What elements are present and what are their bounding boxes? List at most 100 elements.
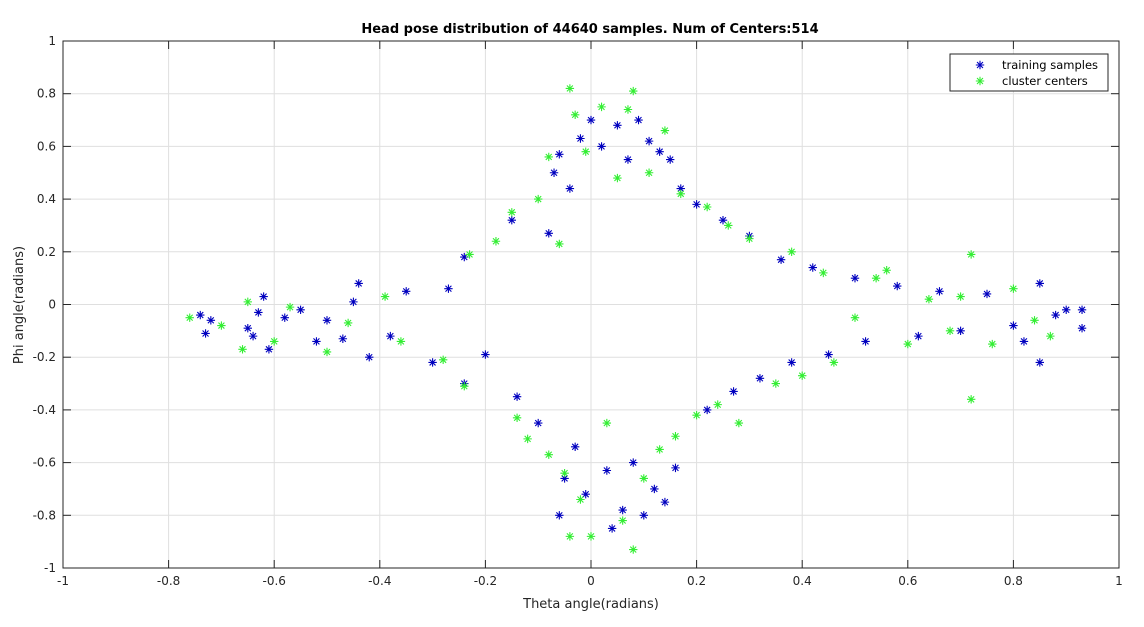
data-point xyxy=(576,134,585,143)
data-point xyxy=(829,358,839,367)
x-tick-label: -0.2 xyxy=(474,574,497,588)
data-point xyxy=(1077,305,1087,314)
x-tick-label: 0.2 xyxy=(687,574,706,588)
data-point xyxy=(935,287,944,296)
data-point xyxy=(629,458,638,467)
data-point xyxy=(655,445,664,454)
data-point xyxy=(808,263,817,272)
data-point xyxy=(623,155,633,164)
data-point xyxy=(676,189,685,199)
data-point xyxy=(729,387,738,396)
data-point xyxy=(544,450,553,459)
data-point xyxy=(396,337,406,346)
data-point xyxy=(565,532,575,541)
data-point xyxy=(798,371,807,380)
data-point xyxy=(966,395,976,404)
data-point xyxy=(1009,321,1018,330)
data-point xyxy=(629,545,638,554)
data-point xyxy=(692,200,701,209)
data-point xyxy=(607,524,617,533)
y-axis-label: Phi angle(radians) xyxy=(12,246,27,364)
data-point xyxy=(644,168,654,177)
data-point xyxy=(871,273,881,283)
data-point xyxy=(850,273,860,283)
data-point xyxy=(639,474,648,483)
data-point xyxy=(460,252,469,262)
data-point xyxy=(629,86,638,96)
data-point xyxy=(718,215,728,225)
legend-label: training samples xyxy=(1002,58,1098,72)
data-point xyxy=(1046,331,1055,341)
data-point xyxy=(243,324,252,333)
data-point xyxy=(349,297,358,307)
data-point xyxy=(586,532,596,541)
data-point xyxy=(264,345,274,354)
data-point xyxy=(1077,324,1087,333)
data-point xyxy=(555,239,564,249)
data-point xyxy=(1062,305,1071,314)
data-point xyxy=(322,347,332,357)
data-point xyxy=(322,316,332,325)
data-point xyxy=(924,295,934,304)
x-tick-label: 1 xyxy=(1115,574,1123,588)
data-point xyxy=(581,490,590,499)
data-point xyxy=(787,358,796,367)
data-point xyxy=(966,250,976,259)
data-point xyxy=(512,413,522,423)
data-point xyxy=(196,310,205,320)
data-point xyxy=(254,308,263,317)
data-point xyxy=(1009,284,1018,293)
data-point xyxy=(639,511,648,520)
data-point xyxy=(1030,316,1039,325)
data-point xyxy=(1035,358,1044,367)
data-point xyxy=(1035,279,1044,288)
legend: training samples cluster centers xyxy=(949,53,1109,92)
data-point xyxy=(692,410,701,420)
data-point xyxy=(217,321,226,330)
data-point xyxy=(270,337,279,346)
x-tick-label: 0.6 xyxy=(898,574,917,588)
data-point xyxy=(613,121,622,130)
data-point xyxy=(618,516,627,525)
data-point xyxy=(956,292,965,301)
data-point xyxy=(655,147,664,156)
series-cluster-centers xyxy=(185,84,1055,554)
chart-title: Head pose distribution of 44640 samples.… xyxy=(361,22,818,37)
data-point xyxy=(201,329,210,338)
data-point xyxy=(565,84,575,93)
legend-marker xyxy=(975,60,985,70)
data-point xyxy=(560,468,569,478)
data-point xyxy=(544,152,553,162)
data-point xyxy=(903,339,912,349)
data-point xyxy=(660,497,670,507)
data-point xyxy=(613,173,622,183)
data-point xyxy=(285,302,295,312)
data-point xyxy=(570,110,580,119)
data-point xyxy=(380,292,390,301)
y-tick-label: 0.8 xyxy=(37,87,56,101)
data-point xyxy=(988,339,997,349)
x-tick-label: 0.4 xyxy=(793,574,812,588)
data-point xyxy=(544,229,553,238)
y-tick-label: -0.8 xyxy=(33,508,56,522)
data-point xyxy=(597,142,606,151)
legend-marker xyxy=(975,76,985,86)
data-point xyxy=(945,326,955,336)
data-point xyxy=(724,221,733,230)
data-point xyxy=(507,215,516,225)
data-point xyxy=(850,313,860,322)
data-point xyxy=(354,279,363,288)
data-point xyxy=(555,150,564,159)
data-point xyxy=(755,374,765,383)
data-point xyxy=(882,266,891,275)
y-tick-label: 0.6 xyxy=(37,139,56,153)
data-point xyxy=(623,105,633,114)
data-point xyxy=(676,184,685,193)
data-point xyxy=(534,418,543,428)
data-point xyxy=(597,102,606,112)
y-tick-label: 0.4 xyxy=(37,192,56,206)
data-point xyxy=(861,337,870,346)
data-point xyxy=(713,400,722,409)
data-point xyxy=(402,287,411,296)
y-tick-label: -0.4 xyxy=(33,403,56,417)
